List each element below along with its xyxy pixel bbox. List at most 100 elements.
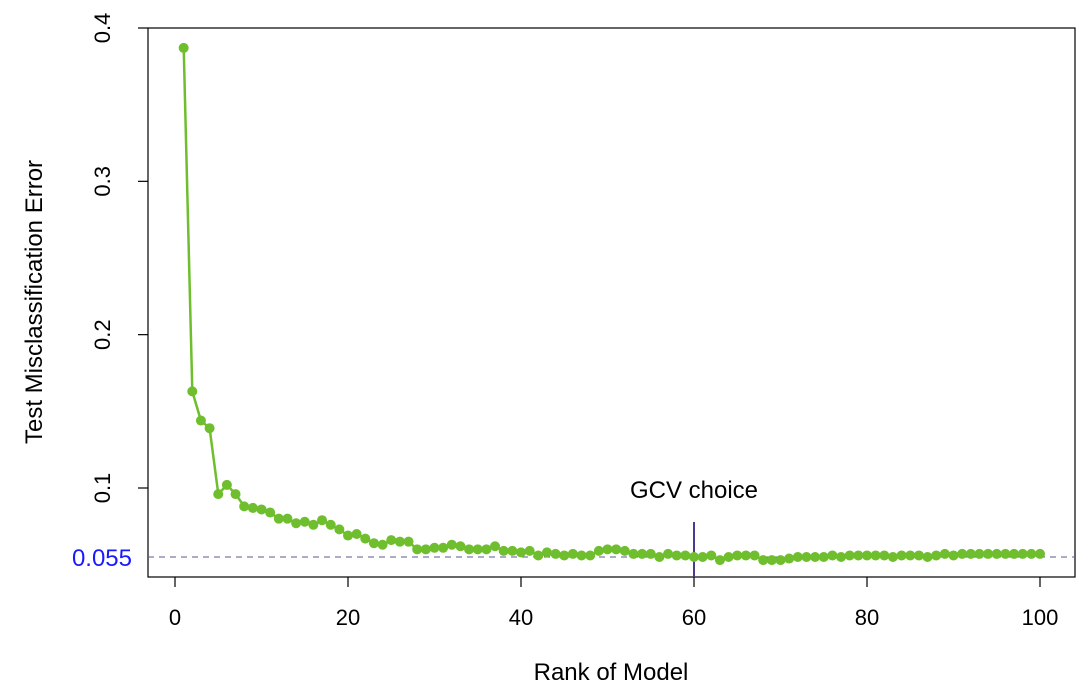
data-point bbox=[265, 507, 276, 518]
data-point bbox=[706, 550, 717, 561]
data-point bbox=[775, 555, 786, 566]
data-point bbox=[939, 548, 950, 559]
data-point bbox=[550, 548, 561, 559]
data-point bbox=[818, 552, 829, 562]
data-point bbox=[472, 544, 483, 555]
data-point bbox=[187, 386, 198, 397]
data-point bbox=[810, 552, 821, 562]
data-point bbox=[1026, 548, 1037, 559]
data-point bbox=[1017, 548, 1028, 559]
data-point bbox=[386, 535, 397, 546]
data-point bbox=[178, 42, 189, 53]
y-tick-label: 0.3 bbox=[90, 166, 115, 197]
data-point bbox=[490, 541, 501, 552]
data-point bbox=[420, 544, 431, 555]
data-point bbox=[343, 530, 353, 541]
data-point bbox=[273, 513, 284, 524]
series-group bbox=[178, 42, 1045, 566]
data-point bbox=[836, 552, 847, 562]
data-point bbox=[576, 550, 587, 561]
data-point bbox=[308, 519, 319, 530]
data-point bbox=[732, 550, 743, 561]
data-point bbox=[593, 545, 604, 556]
data-point bbox=[585, 550, 596, 561]
data-point bbox=[412, 544, 423, 555]
data-point bbox=[887, 552, 898, 562]
data-point bbox=[749, 550, 760, 561]
x-axis: 0 20 40 60 80 100 bbox=[169, 577, 1058, 630]
data-point bbox=[827, 550, 838, 561]
data-point bbox=[784, 553, 795, 564]
x-axis-title: Rank of Model bbox=[534, 659, 689, 686]
data-point bbox=[446, 539, 457, 550]
data-point bbox=[239, 501, 250, 512]
data-point bbox=[325, 519, 336, 530]
data-point bbox=[983, 548, 994, 559]
data-point bbox=[870, 550, 881, 561]
data-point bbox=[291, 518, 302, 529]
data-point bbox=[282, 513, 293, 524]
data-point bbox=[1009, 548, 1020, 559]
data-point bbox=[204, 423, 215, 434]
data-point bbox=[394, 536, 405, 547]
data-point bbox=[922, 552, 933, 562]
data-point bbox=[697, 552, 708, 562]
data-point bbox=[879, 550, 890, 561]
data-point bbox=[464, 544, 475, 555]
y-tick-label: 0.1 bbox=[90, 473, 115, 504]
data-point bbox=[1035, 548, 1045, 559]
data-point bbox=[498, 545, 509, 556]
data-point bbox=[957, 548, 968, 559]
data-point bbox=[792, 552, 803, 562]
data-point bbox=[429, 542, 440, 553]
data-point bbox=[723, 552, 734, 562]
data-point bbox=[213, 489, 224, 500]
data-point bbox=[559, 550, 570, 561]
gcv-choice-annotation: GCV choice bbox=[630, 477, 758, 577]
data-point bbox=[256, 504, 267, 515]
data-point bbox=[965, 548, 976, 559]
reference-line-label: 0.055 bbox=[72, 545, 132, 572]
data-point bbox=[438, 542, 449, 553]
data-point bbox=[740, 550, 751, 561]
x-tick-label: 60 bbox=[682, 605, 706, 630]
data-point bbox=[844, 550, 855, 561]
x-tick-label: 20 bbox=[336, 605, 360, 630]
data-point bbox=[766, 555, 777, 566]
y-tick-label: 0.4 bbox=[90, 13, 115, 44]
data-point bbox=[602, 544, 613, 555]
data-point bbox=[628, 548, 639, 559]
data-point bbox=[801, 552, 812, 562]
plot-frame bbox=[147, 27, 1076, 578]
data-point bbox=[654, 552, 665, 562]
data-point bbox=[541, 547, 552, 558]
series-line bbox=[182, 47, 1040, 562]
data-point bbox=[368, 538, 379, 549]
data-point bbox=[663, 548, 674, 559]
gcv-choice-label: GCV choice bbox=[630, 477, 758, 504]
data-point bbox=[334, 524, 345, 535]
data-point bbox=[671, 550, 682, 561]
data-point bbox=[221, 479, 232, 490]
data-point bbox=[403, 536, 414, 547]
data-point bbox=[567, 548, 578, 559]
data-point bbox=[680, 550, 691, 561]
data-point bbox=[195, 415, 206, 426]
data-point bbox=[230, 489, 241, 500]
data-point bbox=[516, 547, 526, 558]
data-point bbox=[905, 550, 916, 561]
data-point bbox=[913, 550, 924, 561]
data-point bbox=[931, 550, 942, 561]
x-tick-label: 100 bbox=[1022, 605, 1059, 630]
data-point bbox=[637, 548, 648, 559]
data-point bbox=[247, 502, 258, 513]
x-tick-label: 80 bbox=[855, 605, 879, 630]
data-point bbox=[533, 550, 544, 561]
data-point bbox=[377, 539, 388, 550]
data-point bbox=[689, 552, 699, 562]
data-point bbox=[1000, 548, 1011, 559]
data-point bbox=[619, 545, 630, 556]
data-point bbox=[299, 516, 310, 527]
data-point bbox=[351, 529, 362, 539]
